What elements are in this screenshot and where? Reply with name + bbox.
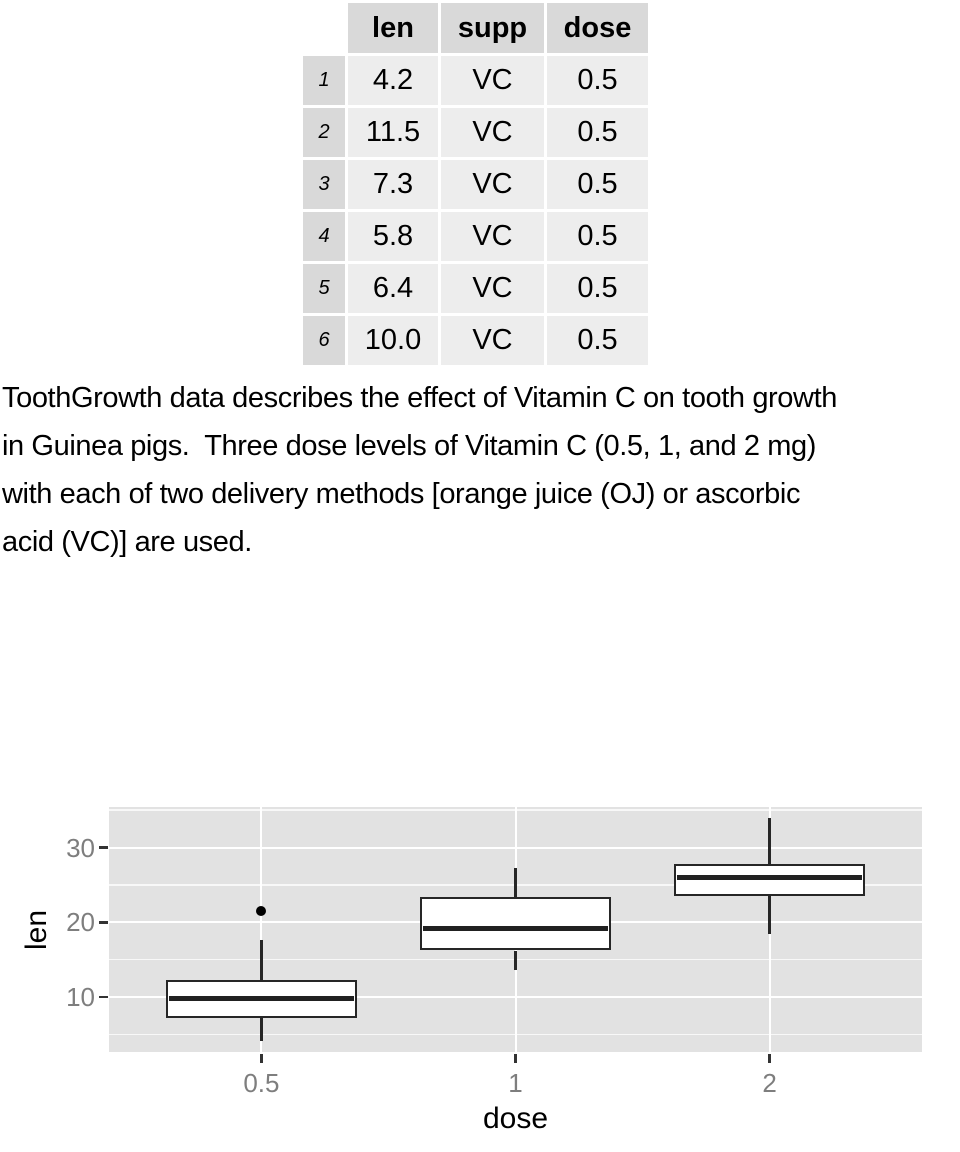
row-number: 6: [303, 316, 345, 365]
row-number: 3: [303, 160, 345, 209]
upper-whisker: [768, 818, 771, 864]
description-line: with each of two delivery methods [orang…: [2, 478, 801, 510]
median-line: [676, 875, 863, 881]
row-number: 4: [303, 212, 345, 261]
x-tick-mark: [260, 1054, 263, 1063]
description-line: in Guinea pigs. Three dose levels of Vit…: [2, 430, 816, 462]
description-text: ToothGrowth data describes the effect of…: [2, 374, 837, 566]
median-line: [168, 995, 355, 1001]
cell-supp: VC: [441, 212, 544, 261]
table-row: 4 5.8 VC 0.5: [303, 212, 648, 261]
table-row: 1 4.2 VC 0.5: [303, 56, 648, 105]
column-header-dose: dose: [547, 3, 648, 53]
cell-supp: VC: [441, 316, 544, 365]
table-body: 1 4.2 VC 0.5 2 11.5 VC 0.5 3 7.3 VC 0.5 4 5.8 VC 0.5 5 6.…: [303, 56, 648, 365]
table-header: len supp dose: [303, 3, 648, 53]
row-number: 5: [303, 264, 345, 313]
table-row: 3 7.3 VC 0.5: [303, 160, 648, 209]
description-line: acid (VC)] are used.: [2, 526, 252, 558]
upper-whisker: [260, 940, 263, 981]
cell-dose: 0.5: [547, 56, 648, 105]
boxplot-box: [420, 896, 611, 951]
x-tick-label: 0.5: [243, 1068, 280, 1098]
y-tick-mark: [99, 921, 108, 924]
row-number: 2: [303, 108, 345, 157]
y-tick-label: 30: [66, 832, 95, 863]
table-row: 6 10.0 VC 0.5: [303, 316, 648, 365]
cell-dose: 0.5: [547, 212, 648, 261]
category-gridline: [260, 807, 263, 1052]
x-tick-label: 1: [508, 1068, 523, 1098]
cell-supp: VC: [441, 160, 544, 209]
cell-len: 10.0: [348, 316, 438, 365]
x-tick-mark: [514, 1054, 517, 1063]
median-line: [422, 925, 609, 931]
x-tick-mark: [768, 1054, 771, 1063]
column-header-len: len: [348, 3, 438, 53]
cell-supp: VC: [441, 108, 544, 157]
outlier-point: [256, 906, 267, 917]
cell-len: 6.4: [348, 264, 438, 313]
row-number: 1: [303, 56, 345, 105]
y-tick-label: 10: [66, 982, 95, 1013]
toothgrowth-table: len supp dose 1 4.2 VC 0.5 2 11.5 VC 0.5 3 7.3 VC 0.5…: [300, 0, 651, 368]
lower-whisker: [260, 1018, 263, 1041]
lower-whisker: [514, 950, 517, 971]
table-header-row: len supp dose: [303, 3, 648, 53]
table-row: 2 11.5 VC 0.5: [303, 108, 648, 157]
cell-supp: VC: [441, 56, 544, 105]
column-header-supp: supp: [441, 3, 544, 53]
cell-len: 7.3: [348, 160, 438, 209]
cell-supp: VC: [441, 264, 544, 313]
upper-whisker: [514, 867, 517, 897]
table-row: 5 6.4 VC 0.5: [303, 264, 648, 313]
cell-len: 5.8: [348, 212, 438, 261]
y-tick-label: 20: [66, 907, 95, 938]
x-tick-label: 2: [762, 1068, 777, 1098]
y-tick-mark: [99, 996, 108, 999]
boxplot-figure: len dose 10 20 30 0.5 1 2: [0, 790, 960, 1152]
cell-len: 4.2: [348, 56, 438, 105]
cell-dose: 0.5: [547, 160, 648, 209]
x-axis-title: dose: [482, 1102, 549, 1135]
cell-len: 11.5: [348, 108, 438, 157]
cell-dose: 0.5: [547, 108, 648, 157]
cell-dose: 0.5: [547, 264, 648, 313]
lower-whisker: [768, 896, 771, 934]
description-line: ToothGrowth data describes the effect of…: [2, 382, 837, 414]
y-tick-mark: [99, 846, 108, 849]
cell-dose: 0.5: [547, 316, 648, 365]
table-corner-cell: [303, 3, 345, 53]
